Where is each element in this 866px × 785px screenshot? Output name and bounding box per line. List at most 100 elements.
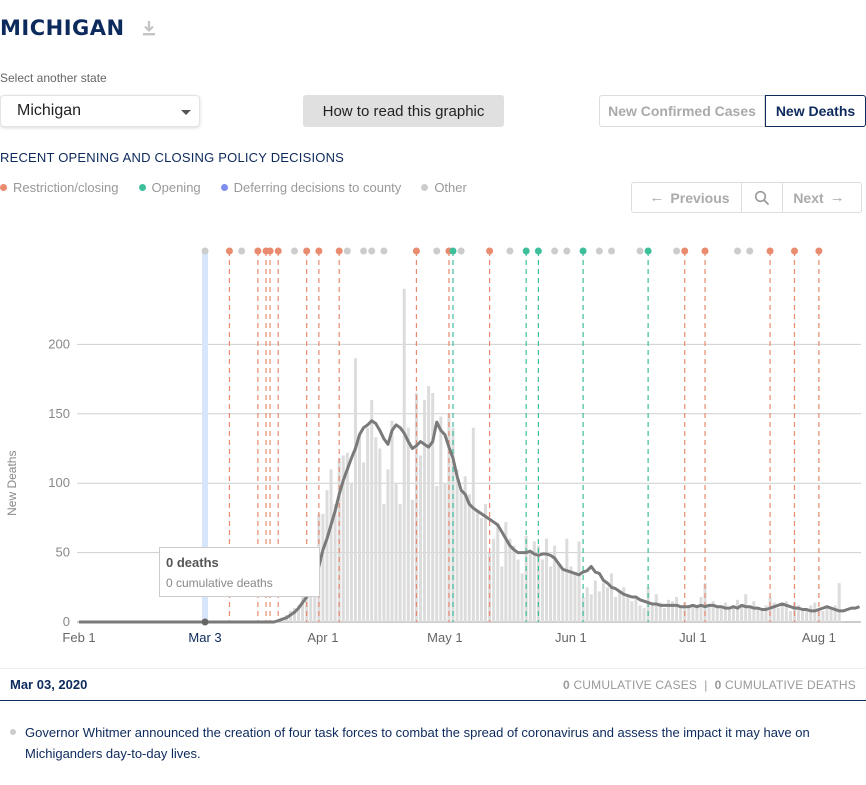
bar <box>447 413 451 622</box>
y-tick-label: 200 <box>48 336 70 351</box>
bar <box>784 601 788 622</box>
bar <box>292 608 296 622</box>
tooltip-cumulative: 0 cumulative deaths <box>166 576 273 590</box>
bar <box>504 522 508 622</box>
tooltip-deaths: 0 deaths <box>166 555 219 570</box>
bar <box>471 427 475 622</box>
policy-marker-dot <box>790 247 798 255</box>
bar <box>427 386 431 622</box>
bar <box>366 427 370 622</box>
bar <box>638 605 642 622</box>
search-button[interactable] <box>742 183 783 212</box>
bar <box>593 580 597 622</box>
bar <box>577 541 581 622</box>
deaths-chart: 0 50 100 150 200 New Deaths Feb 1 Apr 1 May 1 Jun… <box>5 247 861 645</box>
policy-marker-dot <box>486 247 494 255</box>
bar <box>484 504 488 622</box>
policy-note-text: Governor Whitmer announced the creation … <box>25 725 810 761</box>
bar <box>309 580 313 622</box>
bar <box>565 538 569 622</box>
policy-marker-dot <box>608 247 616 255</box>
legend-label: Restriction/closing <box>13 180 119 195</box>
policy-nav: ← Previous Next → <box>631 182 862 213</box>
policy-marker-dot <box>343 247 351 255</box>
previous-button[interactable]: ← Previous <box>632 183 742 212</box>
state-select[interactable]: Michigan <box>0 95 200 127</box>
legend-item-opening: Opening <box>138 180 201 195</box>
bar <box>418 455 422 622</box>
arrow-right-icon: → <box>829 189 845 206</box>
policy-marker-dot <box>449 247 457 255</box>
bar <box>772 602 776 622</box>
bar <box>691 605 695 622</box>
bar <box>756 608 760 622</box>
bar <box>597 591 601 622</box>
x-tick-label: Aug 1 <box>802 630 836 645</box>
new-deaths-toggle-button[interactable]: New Deaths <box>765 95 866 127</box>
bar <box>776 608 780 622</box>
bar <box>479 517 483 622</box>
bar <box>573 573 577 622</box>
bar <box>736 599 740 622</box>
bar <box>618 591 622 622</box>
how-to-read-button[interactable]: How to read this graphic <box>303 95 504 127</box>
bar <box>788 610 792 622</box>
legend-dot <box>421 184 429 191</box>
legend-dot <box>220 184 228 191</box>
policy-marker-dot <box>201 247 209 255</box>
policy-marker-dot <box>360 247 368 255</box>
policy-legend: Restriction/closing Opening Deferring de… <box>0 180 487 195</box>
chevron-down-icon <box>181 110 191 115</box>
download-icon[interactable] <box>141 18 157 38</box>
bar <box>687 608 691 622</box>
bar <box>589 594 593 622</box>
bar <box>715 605 719 622</box>
note-bullet <box>10 729 16 735</box>
next-button[interactable]: Next → <box>783 183 861 212</box>
bar <box>711 601 715 622</box>
bar <box>549 566 553 622</box>
bar <box>821 610 825 622</box>
policy-marker-dot <box>673 247 681 255</box>
policy-marker-dot <box>551 247 559 255</box>
page-header: MICHIGAN <box>0 16 157 40</box>
bar <box>362 462 366 622</box>
selected-point <box>201 618 209 626</box>
bar <box>390 420 394 622</box>
bar <box>671 601 675 622</box>
bar <box>512 545 516 622</box>
bar <box>727 608 731 622</box>
next-label: Next <box>793 189 824 206</box>
bar <box>333 504 337 622</box>
bar <box>557 563 561 622</box>
bar <box>394 483 398 622</box>
bar <box>707 605 711 622</box>
bar <box>650 605 654 622</box>
bar <box>321 513 325 622</box>
bar <box>358 434 362 622</box>
policy-marker-dot <box>534 247 542 255</box>
search-icon <box>754 190 770 205</box>
bar <box>553 545 557 622</box>
bar <box>675 597 679 622</box>
bar <box>642 608 646 622</box>
cumulative-cases-label: CUMULATIVE CASES <box>573 677 698 692</box>
bar <box>443 483 447 622</box>
summary-separator: | <box>704 677 708 692</box>
bar <box>809 605 813 622</box>
bar <box>561 569 565 622</box>
y-tick-label: 50 <box>56 545 70 560</box>
bar <box>752 601 756 622</box>
bar <box>797 605 801 622</box>
x-tick-label-selected: Mar 3 <box>188 630 221 645</box>
bar <box>329 469 333 622</box>
policy-marker-dot <box>380 247 388 255</box>
bar <box>520 573 524 622</box>
bar <box>780 605 784 622</box>
bar <box>353 358 357 622</box>
bar <box>516 559 520 622</box>
metric-toggle: New Confirmed Cases New Deaths <box>599 95 866 127</box>
policy-marker-dot <box>433 247 441 255</box>
bar <box>679 605 683 622</box>
new-cases-toggle-button[interactable]: New Confirmed Cases <box>599 95 765 127</box>
